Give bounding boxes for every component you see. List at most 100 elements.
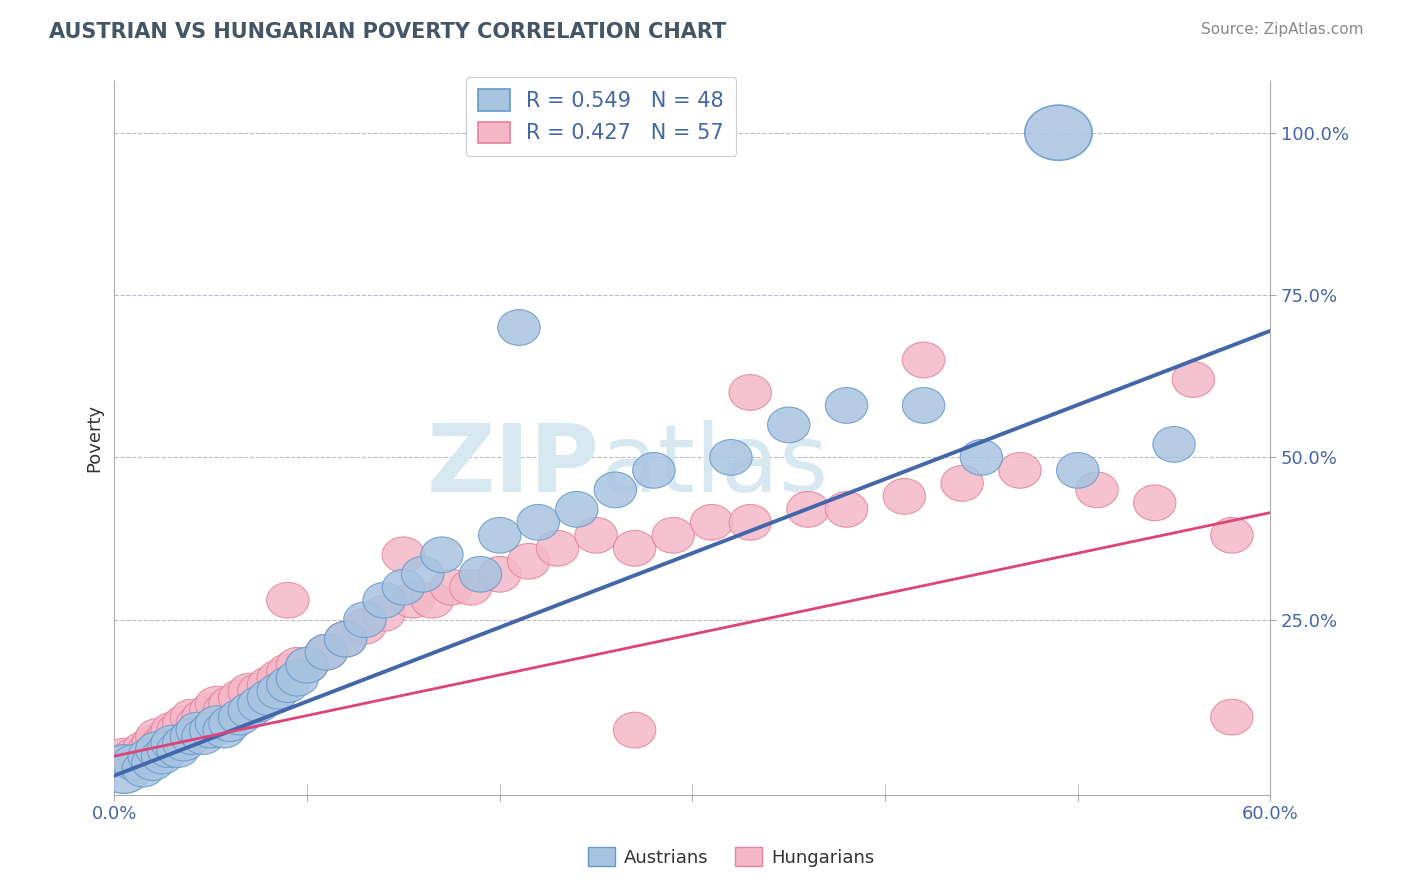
Ellipse shape: [276, 648, 319, 683]
Ellipse shape: [343, 602, 387, 638]
Ellipse shape: [163, 706, 205, 741]
Ellipse shape: [903, 343, 945, 378]
Ellipse shape: [181, 699, 224, 735]
Ellipse shape: [285, 648, 328, 683]
Ellipse shape: [163, 725, 205, 761]
Ellipse shape: [343, 608, 387, 644]
Ellipse shape: [267, 654, 309, 690]
Ellipse shape: [508, 543, 550, 579]
Ellipse shape: [1153, 426, 1195, 462]
Ellipse shape: [150, 725, 194, 761]
Ellipse shape: [883, 478, 925, 514]
Ellipse shape: [325, 622, 367, 657]
Ellipse shape: [142, 739, 184, 774]
Ellipse shape: [1173, 361, 1215, 397]
Legend: R = 0.549   N = 48, R = 0.427   N = 57: R = 0.549 N = 48, R = 0.427 N = 57: [465, 77, 737, 156]
Ellipse shape: [135, 719, 179, 755]
Ellipse shape: [276, 660, 319, 696]
Ellipse shape: [392, 582, 434, 618]
Ellipse shape: [787, 491, 830, 527]
Ellipse shape: [652, 517, 695, 553]
Ellipse shape: [170, 699, 212, 735]
Ellipse shape: [536, 531, 579, 566]
Ellipse shape: [122, 751, 165, 787]
Ellipse shape: [257, 660, 299, 696]
Y-axis label: Poverty: Poverty: [86, 404, 103, 472]
Ellipse shape: [181, 719, 224, 755]
Ellipse shape: [382, 569, 425, 605]
Ellipse shape: [498, 310, 540, 345]
Ellipse shape: [128, 739, 170, 774]
Ellipse shape: [190, 693, 232, 729]
Ellipse shape: [132, 725, 174, 761]
Ellipse shape: [1056, 452, 1099, 488]
Text: Source: ZipAtlas.com: Source: ZipAtlas.com: [1201, 22, 1364, 37]
Ellipse shape: [247, 667, 290, 703]
Ellipse shape: [112, 739, 155, 774]
Ellipse shape: [157, 731, 200, 767]
Ellipse shape: [97, 745, 150, 794]
Ellipse shape: [517, 505, 560, 541]
Ellipse shape: [122, 731, 165, 767]
Ellipse shape: [1025, 105, 1092, 161]
Ellipse shape: [132, 745, 174, 780]
Ellipse shape: [176, 706, 218, 741]
Ellipse shape: [170, 719, 212, 755]
Ellipse shape: [209, 686, 252, 722]
Ellipse shape: [363, 595, 405, 632]
Text: ZIP: ZIP: [427, 420, 600, 513]
Ellipse shape: [305, 634, 347, 670]
Ellipse shape: [825, 388, 868, 424]
Ellipse shape: [209, 706, 252, 741]
Ellipse shape: [1076, 472, 1118, 508]
Ellipse shape: [142, 725, 184, 761]
Ellipse shape: [238, 673, 280, 709]
Text: atlas: atlas: [600, 420, 828, 513]
Ellipse shape: [247, 680, 290, 715]
Ellipse shape: [402, 557, 444, 592]
Ellipse shape: [382, 537, 425, 573]
Ellipse shape: [710, 440, 752, 475]
Ellipse shape: [238, 686, 280, 722]
Ellipse shape: [228, 673, 270, 709]
Ellipse shape: [103, 739, 145, 774]
Legend: Austrians, Hungarians: Austrians, Hungarians: [581, 840, 882, 874]
Ellipse shape: [460, 557, 502, 592]
Ellipse shape: [941, 466, 983, 501]
Ellipse shape: [613, 531, 655, 566]
Ellipse shape: [730, 375, 772, 410]
Ellipse shape: [690, 505, 733, 541]
Text: AUSTRIAN VS HUNGARIAN POVERTY CORRELATION CHART: AUSTRIAN VS HUNGARIAN POVERTY CORRELATIO…: [49, 22, 727, 42]
Ellipse shape: [285, 648, 328, 683]
Ellipse shape: [190, 713, 232, 748]
Ellipse shape: [478, 517, 522, 553]
Ellipse shape: [305, 634, 347, 670]
Ellipse shape: [325, 622, 367, 657]
Ellipse shape: [267, 667, 309, 703]
Ellipse shape: [157, 713, 200, 748]
Ellipse shape: [903, 388, 945, 424]
Ellipse shape: [176, 713, 218, 748]
Ellipse shape: [195, 706, 238, 741]
Ellipse shape: [257, 673, 299, 709]
Ellipse shape: [555, 491, 598, 527]
Ellipse shape: [148, 731, 190, 767]
Ellipse shape: [150, 713, 194, 748]
Ellipse shape: [202, 713, 246, 748]
Ellipse shape: [613, 713, 655, 748]
Ellipse shape: [112, 745, 155, 780]
Ellipse shape: [998, 452, 1040, 488]
Ellipse shape: [768, 407, 810, 442]
Ellipse shape: [478, 557, 522, 592]
Ellipse shape: [228, 693, 270, 729]
Ellipse shape: [595, 472, 637, 508]
Ellipse shape: [202, 693, 246, 729]
Ellipse shape: [1211, 699, 1253, 735]
Ellipse shape: [575, 517, 617, 553]
Ellipse shape: [267, 582, 309, 618]
Ellipse shape: [430, 569, 472, 605]
Ellipse shape: [218, 699, 262, 735]
Ellipse shape: [128, 731, 170, 767]
Ellipse shape: [730, 505, 772, 541]
Ellipse shape: [1211, 517, 1253, 553]
